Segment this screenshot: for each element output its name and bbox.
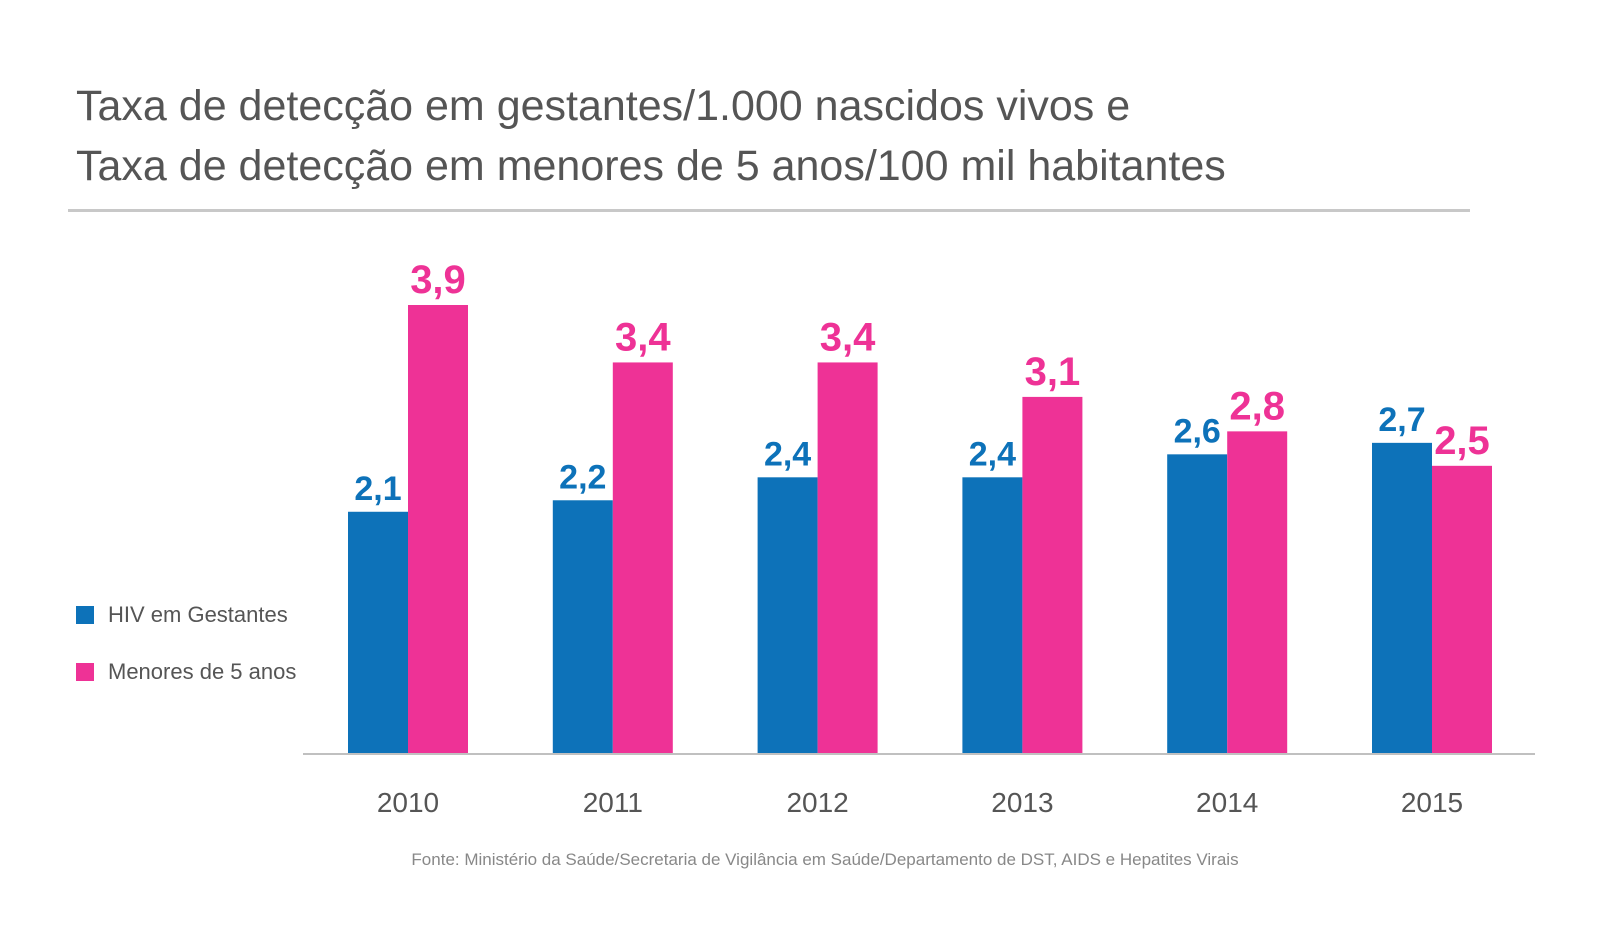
bar-gestantes-2014 <box>1167 454 1228 753</box>
legend: HIV em Gestantes Menores de 5 anos <box>76 586 296 700</box>
data-label: 3,1 <box>1025 350 1081 394</box>
x-tick-label: 2015 <box>1401 787 1463 818</box>
bar-menores-2010 <box>408 305 468 753</box>
data-label: 3,4 <box>615 315 671 359</box>
data-label: 2,4 <box>764 435 811 473</box>
data-label: 2,2 <box>559 458 606 496</box>
bar-gestantes-2015 <box>1372 442 1432 753</box>
x-tick-label: 2010 <box>377 787 439 818</box>
data-label: 2,4 <box>969 435 1016 473</box>
chart-title-line-2: Taxa de detecção em menores de 5 anos/10… <box>76 142 1226 190</box>
data-label: 3,4 <box>820 315 876 359</box>
bar-menores-2014 <box>1227 431 1288 753</box>
chart-title-line-1: Taxa de detecção em gestantes/1.000 nasc… <box>76 82 1131 130</box>
bar-gestantes-2013 <box>962 477 1023 753</box>
data-label: 3,9 <box>410 258 466 302</box>
data-label: 2,6 <box>1174 412 1221 450</box>
data-label: 2,1 <box>354 470 401 508</box>
bar-menores-2011 <box>612 362 673 753</box>
x-tick-label: 2011 <box>583 787 643 818</box>
legend-label: HIV em Gestantes <box>108 601 288 627</box>
bar-menores-2013 <box>1022 396 1083 753</box>
legend-item-menores: Menores de 5 anos <box>76 643 296 700</box>
data-label: 2,8 <box>1229 384 1285 428</box>
legend-label: Menores de 5 anos <box>108 658 297 684</box>
data-label: 2,7 <box>1378 401 1425 439</box>
bar-menores-2015 <box>1432 465 1492 753</box>
data-label: 2,5 <box>1434 419 1490 463</box>
x-tick-label: 2012 <box>786 787 848 818</box>
legend-item-gestantes: HIV em Gestantes <box>76 586 296 643</box>
bar-menores-2012 <box>817 362 878 753</box>
source-note: Fonte: Ministério da Saúde/Secretaria de… <box>411 850 1239 869</box>
bar-gestantes-2011 <box>552 500 613 753</box>
chart-title: Taxa de detecção em gestantes/1.000 nasc… <box>76 76 1226 196</box>
x-tick-label: 2013 <box>991 787 1053 818</box>
legend-swatch-blue <box>76 605 94 624</box>
bar-gestantes-2012 <box>757 477 818 753</box>
x-tick-label: 2014 <box>1196 787 1258 818</box>
legend-swatch-pink <box>76 662 94 681</box>
bar-gestantes-2010 <box>348 511 408 753</box>
title-divider <box>68 209 1470 212</box>
